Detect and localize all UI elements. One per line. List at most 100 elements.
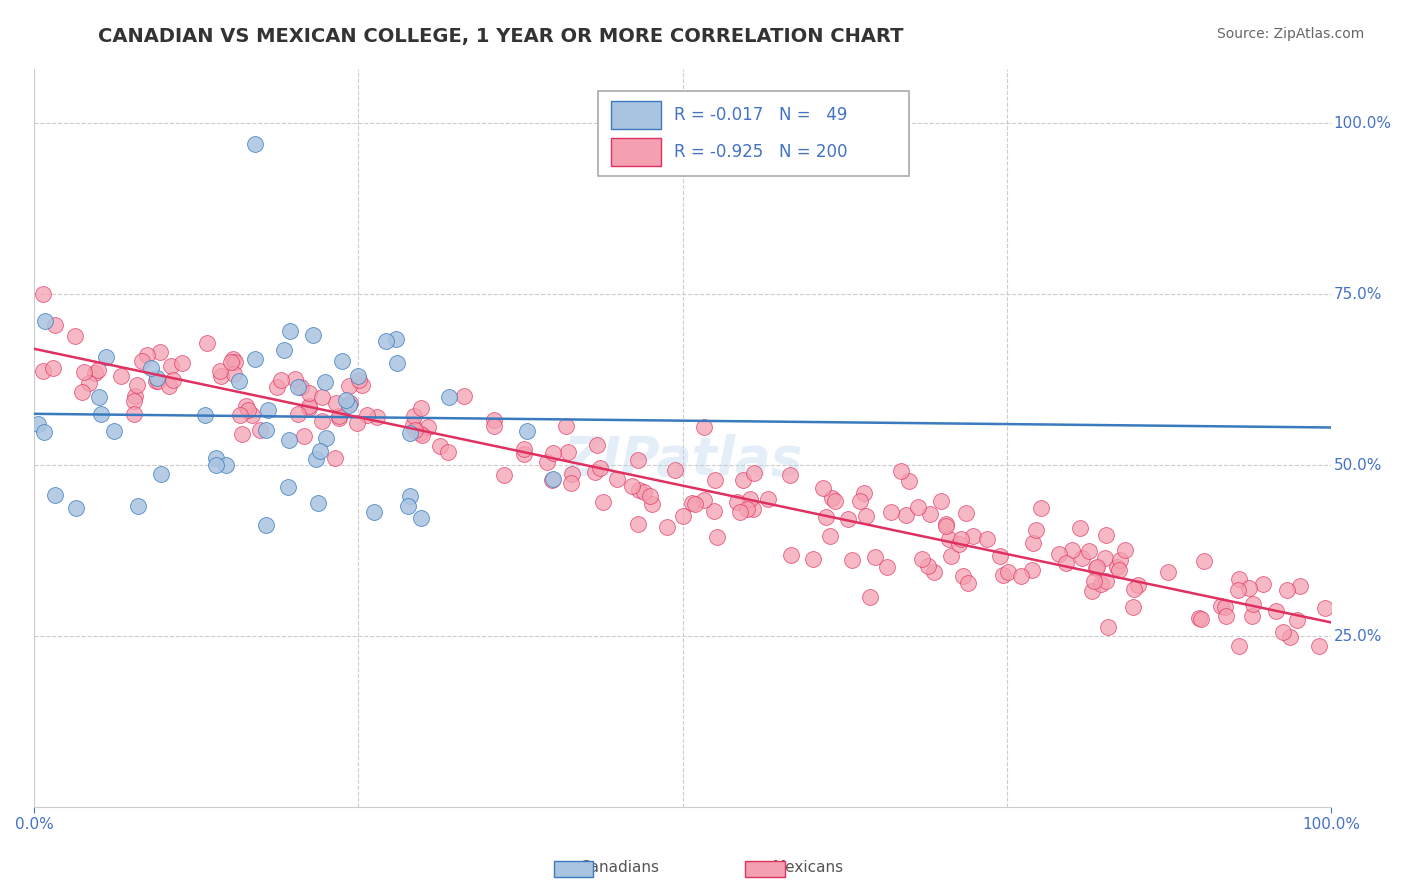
Text: R = -0.017   N =   49: R = -0.017 N = 49 [673, 106, 846, 124]
Point [557, 444, 579, 458]
Point [404, 423, 426, 437]
Point [222, 367, 245, 381]
Point [145, 374, 167, 388]
Point [742, 502, 765, 516]
Point [283, 372, 305, 386]
Point [779, 549, 801, 563]
Point [1211, 599, 1233, 613]
Point [952, 569, 974, 583]
Point [1313, 600, 1336, 615]
Point [560, 475, 582, 490]
Point [337, 379, 360, 393]
Point [205, 458, 228, 472]
Point [1265, 603, 1288, 617]
Point [541, 473, 564, 487]
Point [224, 355, 246, 369]
Point [366, 409, 388, 424]
Point [586, 438, 609, 452]
Point [1095, 574, 1118, 589]
Point [328, 411, 350, 425]
Point [125, 378, 148, 392]
Point [585, 465, 607, 479]
Text: 75.0%: 75.0% [1333, 286, 1382, 301]
Point [1278, 630, 1301, 644]
Point [228, 374, 250, 388]
Point [194, 408, 217, 422]
Point [453, 389, 475, 403]
Point [859, 590, 882, 604]
Point [561, 467, 583, 481]
Point [122, 407, 145, 421]
Text: Mexicans: Mexicans [773, 860, 844, 874]
Point [298, 385, 321, 400]
Point [374, 334, 396, 348]
Point [756, 491, 779, 506]
Point [997, 565, 1019, 579]
Point [703, 504, 725, 518]
Point [439, 390, 461, 404]
Point [880, 505, 903, 519]
Point [484, 413, 506, 427]
Point [298, 399, 321, 413]
Point [34, 314, 56, 328]
Point [27, 417, 49, 431]
Point [87, 362, 110, 376]
Point [387, 355, 409, 369]
Point [243, 136, 266, 151]
Point [1188, 610, 1211, 624]
Point [1237, 581, 1260, 595]
Point [292, 429, 315, 443]
Point [398, 489, 420, 503]
Point [779, 467, 801, 482]
Point [270, 373, 292, 387]
Point [1021, 536, 1043, 550]
Point [209, 368, 232, 383]
Point [63, 328, 86, 343]
Text: R = -0.925   N = 200: R = -0.925 N = 200 [673, 143, 846, 161]
Point [65, 501, 87, 516]
Point [411, 428, 433, 442]
Point [90, 407, 112, 421]
Point [1062, 542, 1084, 557]
Point [347, 369, 370, 384]
Point [122, 393, 145, 408]
Point [1189, 612, 1212, 626]
Point [1105, 559, 1128, 574]
Point [41, 361, 63, 376]
Point [157, 378, 180, 392]
Point [672, 508, 695, 523]
Point [957, 575, 980, 590]
Point [536, 455, 558, 469]
Point [236, 403, 259, 417]
Point [988, 549, 1011, 563]
Point [208, 364, 231, 378]
Point [627, 483, 650, 498]
Point [683, 497, 706, 511]
Point [350, 378, 373, 392]
Text: 50.0%: 50.0% [1333, 458, 1382, 473]
Point [287, 380, 309, 394]
Point [1094, 550, 1116, 565]
Point [863, 550, 886, 565]
Point [235, 399, 257, 413]
Point [1010, 568, 1032, 582]
Point [494, 467, 516, 482]
Point [110, 369, 132, 384]
Point [337, 399, 360, 413]
Point [94, 350, 117, 364]
Point [894, 508, 917, 522]
Point [876, 560, 898, 574]
Point [127, 499, 149, 513]
Point [948, 537, 970, 551]
Text: Canadians: Canadians [579, 860, 658, 874]
Point [323, 450, 346, 465]
Point [922, 566, 945, 580]
Point [73, 365, 96, 379]
Point [231, 427, 253, 442]
Point [1081, 583, 1104, 598]
Point [638, 489, 661, 503]
Point [298, 401, 321, 416]
Point [149, 344, 172, 359]
Point [308, 444, 330, 458]
Point [633, 484, 655, 499]
